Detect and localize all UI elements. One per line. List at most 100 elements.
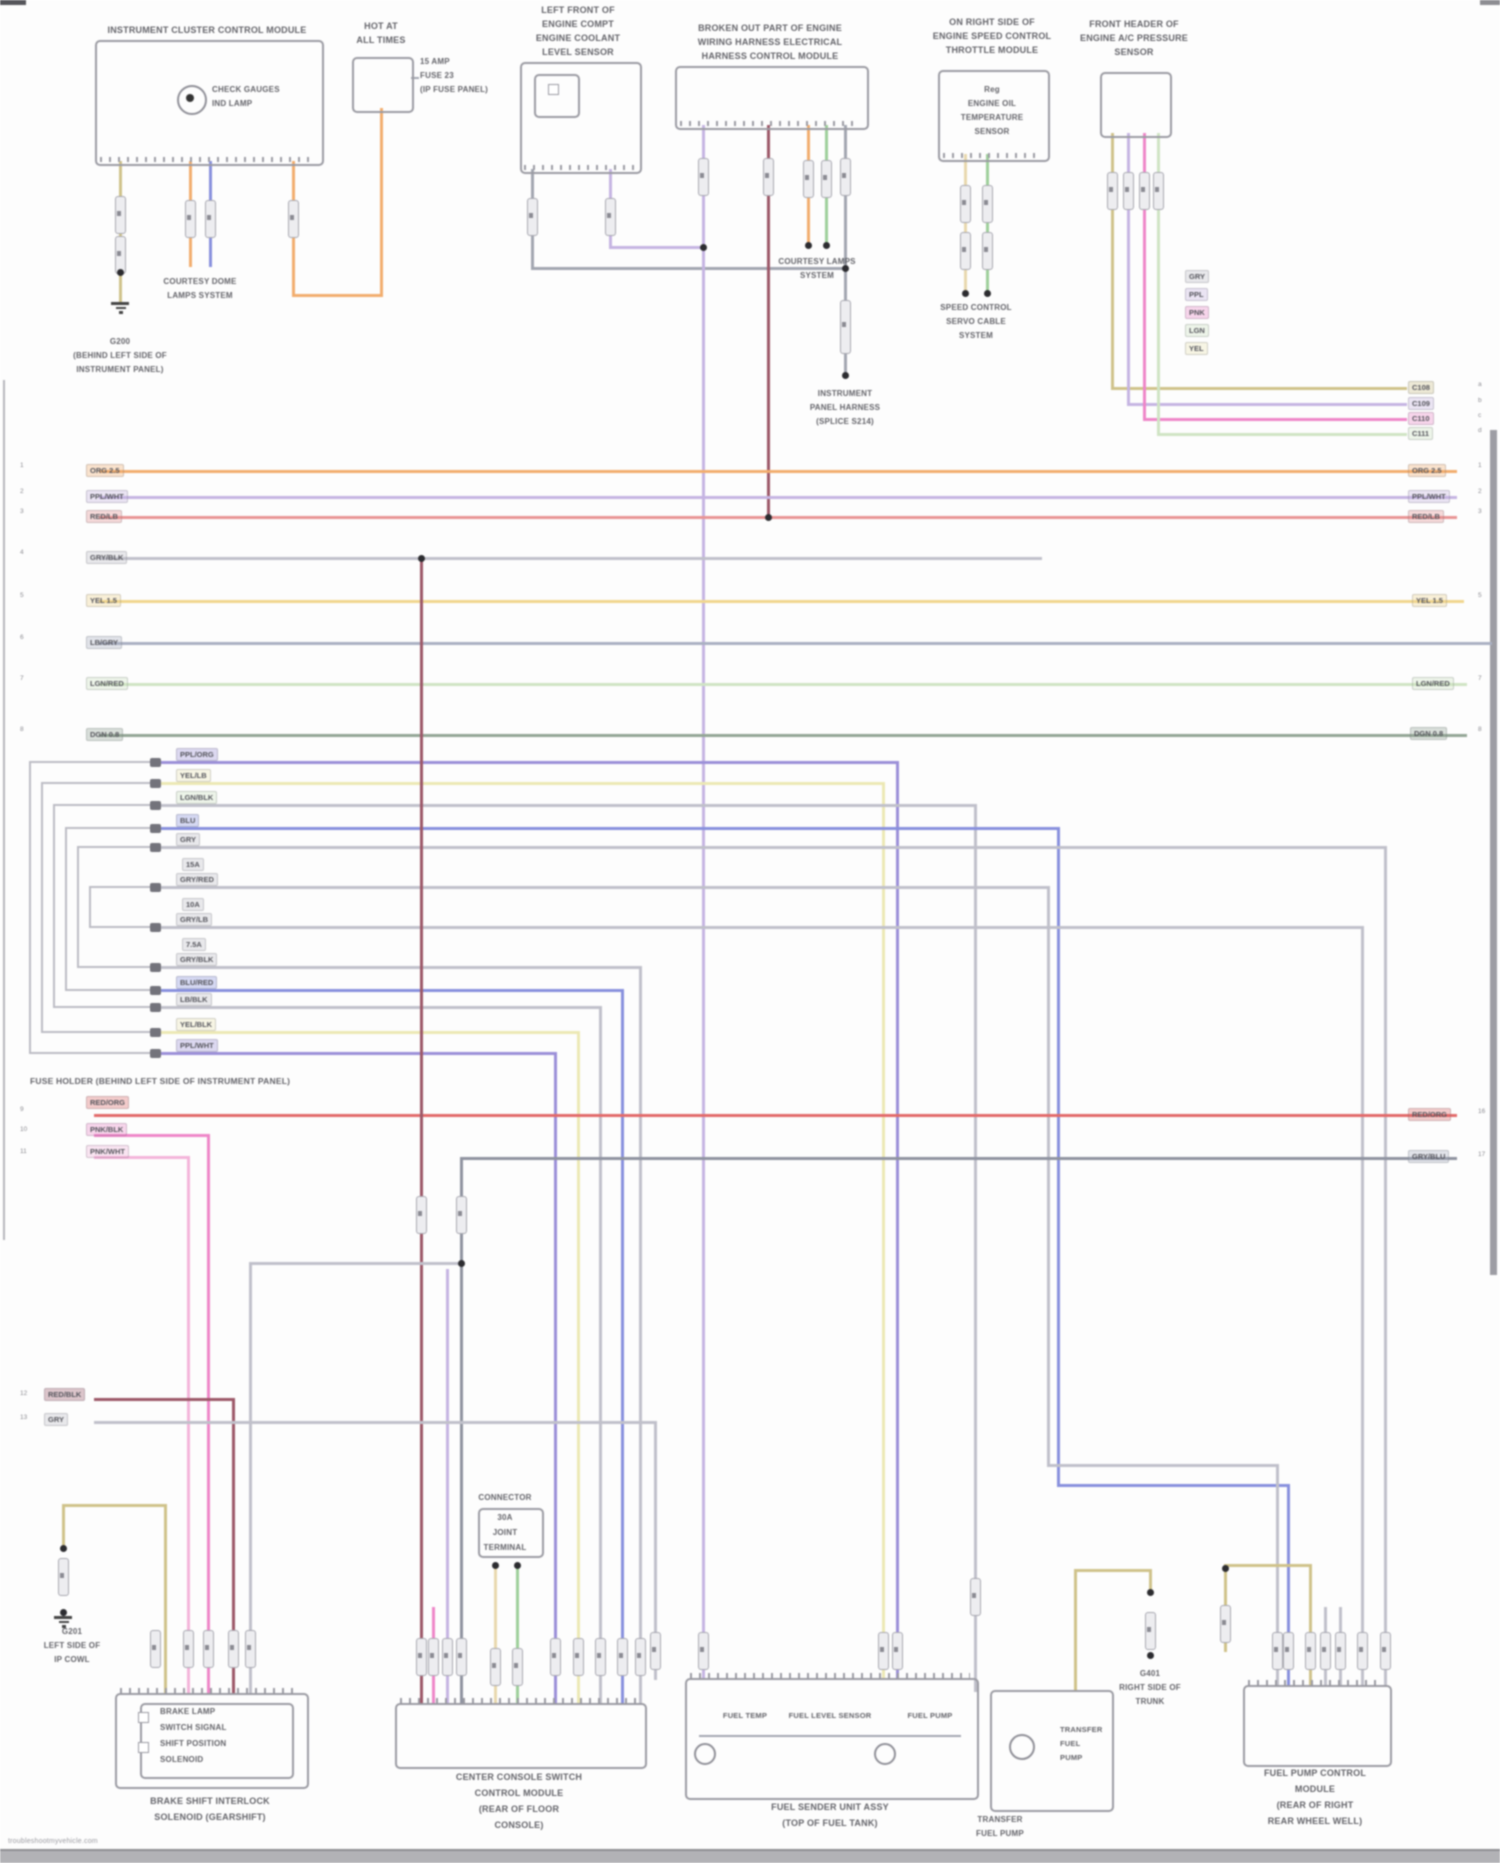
wire-label-chip: C109	[1408, 397, 1434, 410]
wire	[248, 1261, 463, 1265]
line-number: 12	[20, 1390, 28, 1397]
connector-icon	[697, 158, 709, 196]
diagram-label: FUEL	[1060, 1739, 1081, 1748]
line-number: 8	[1478, 726, 1482, 733]
connector-icon	[649, 1632, 661, 1670]
connector-pin-icon	[150, 1028, 161, 1037]
wire-label-chip: ORG 2.5	[1408, 464, 1446, 477]
connector-icon	[959, 232, 971, 270]
connector-icon	[820, 160, 832, 198]
wire	[89, 926, 158, 928]
junction-dot-icon	[491, 1561, 499, 1569]
diagram-label: FUSE 23	[420, 71, 454, 80]
wire	[1073, 1568, 1152, 1572]
wire	[98, 599, 1464, 603]
connector-icon	[616, 1638, 628, 1676]
component-box	[478, 1508, 544, 1558]
wire-label-chip: LGN/RED	[86, 677, 128, 690]
wire	[576, 1030, 580, 1705]
diagram-label: SOLENOID	[160, 1755, 204, 1764]
wire-label-chip: BLU/RED	[176, 976, 218, 989]
diagram-label: ENGINE A/C PRESSURE	[1080, 33, 1188, 43]
component-box	[685, 1678, 979, 1800]
wire-label-chip: PNK/WHT	[86, 1145, 129, 1158]
wire	[41, 1031, 158, 1033]
connector-icon	[427, 1638, 439, 1676]
connector-icon	[1144, 1612, 1156, 1650]
diagram-label: SPEED CONTROL	[940, 303, 1012, 312]
line-number: 3	[1478, 508, 1482, 515]
connector-icon	[415, 1196, 427, 1234]
wire	[493, 1563, 497, 1705]
wire-label-chip: YEL 1.5	[86, 594, 121, 607]
connector-icon	[1271, 1632, 1283, 1670]
diagram-label: JOINT	[492, 1528, 518, 1537]
connector-pin-icon	[150, 1049, 161, 1058]
wire-label-chip: C111	[1408, 427, 1434, 440]
diagram-label: SHIFT POSITION	[160, 1739, 227, 1748]
wire-label-chip: BLU	[176, 814, 200, 827]
wire	[445, 1268, 449, 1705]
wire	[1286, 1483, 1290, 1687]
diagram-label: LEVEL SENSOR	[542, 47, 614, 57]
line-number: 9	[20, 1106, 24, 1113]
wire	[973, 803, 977, 1692]
diagram-label: CONSOLE)	[494, 1820, 544, 1830]
wire-label-chip: GRY/LB	[176, 913, 213, 926]
line-number: a	[1478, 381, 1482, 388]
connector-icon	[182, 1630, 194, 1668]
wire	[61, 1503, 167, 1507]
wire	[89, 886, 91, 928]
diagram-label: TEMPERATURE	[960, 113, 1024, 122]
connector-icon	[697, 1632, 709, 1670]
connector-pin-icon	[150, 1003, 161, 1012]
connector-icon	[227, 1630, 239, 1668]
wire	[459, 1156, 463, 1705]
connector-pin-icon	[150, 801, 161, 810]
connector-icon	[415, 1638, 427, 1676]
connector-teeth-icon	[1248, 1680, 1383, 1685]
connector-teeth-icon	[100, 157, 315, 162]
diagram-label: SYSTEM	[799, 271, 835, 280]
diagram-label: FUEL PUMP CONTROL	[1263, 1768, 1367, 1778]
wire-label-chip: GRY/BLK	[86, 551, 128, 564]
wire	[98, 495, 1457, 499]
diagram-label: ENGINE COMPT	[542, 19, 614, 29]
symbol-circle-icon	[694, 1743, 716, 1765]
wire	[41, 782, 43, 1033]
wire	[1148, 1568, 1152, 1594]
diagram-label: INSTRUMENT PANEL)	[76, 365, 164, 374]
wire	[419, 556, 423, 1705]
junction-dot-icon	[961, 289, 969, 297]
connector-icon	[1138, 172, 1150, 210]
connector-icon	[1219, 1605, 1231, 1643]
wire	[1308, 1563, 1312, 1687]
wire-label-chip: YEL 1.5	[1412, 594, 1447, 607]
wire	[963, 153, 967, 295]
wire	[186, 1155, 190, 1695]
wire	[530, 266, 847, 270]
diagram-label: (IP FUSE PANEL)	[420, 85, 489, 94]
diagram-label: ENGINE OIL	[967, 99, 1017, 108]
diagram-label: BRAKE SHIFT INTERLOCK	[150, 1796, 270, 1806]
diagram-label: BRAKE LAMP	[160, 1707, 216, 1716]
junction-dot-icon	[116, 268, 124, 276]
wire-label-chip: RED/ORG	[1408, 1108, 1452, 1121]
connector-pin-icon	[150, 883, 161, 892]
component-box	[395, 1703, 647, 1769]
diagram-label: THROTTLE MODULE	[945, 45, 1039, 55]
diagram-label: FUEL PUMP	[976, 1829, 1024, 1838]
wire	[155, 803, 977, 807]
connector-icon	[572, 1638, 584, 1676]
wire	[1383, 845, 1387, 1687]
legend-square-icon	[138, 1712, 149, 1723]
diagram-label: INSTRUMENT CLUSTER CONTROL MODULE	[107, 25, 307, 35]
connector-icon	[1334, 1632, 1346, 1670]
wire	[379, 107, 383, 297]
diagram-label: (SPLICE S214)	[816, 417, 874, 426]
diagram-label: FRONT HEADER OF	[1089, 19, 1179, 29]
connector-icon	[802, 160, 814, 198]
connector-teeth-icon	[400, 1698, 638, 1703]
connector-icon	[1282, 1632, 1294, 1670]
connector-icon	[1379, 1632, 1391, 1670]
